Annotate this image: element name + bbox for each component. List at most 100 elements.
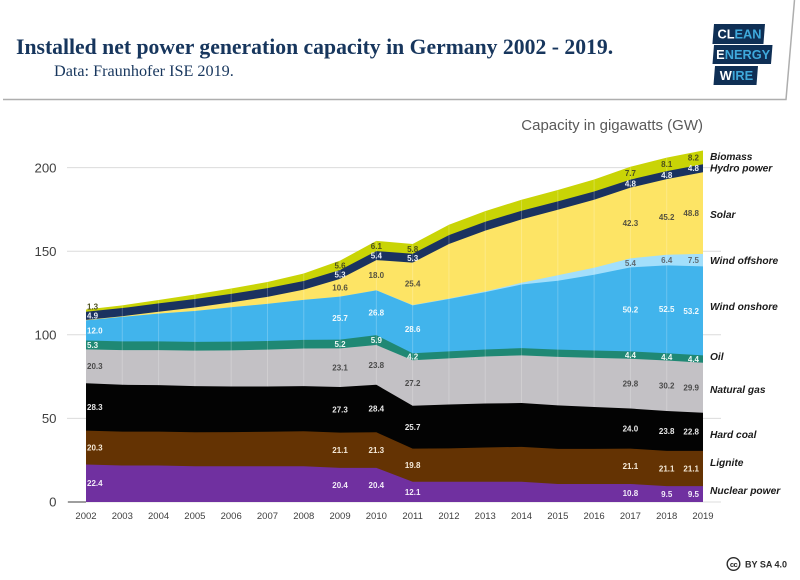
svg-text:21.1: 21.1: [623, 462, 639, 471]
svg-text:25.7: 25.7: [405, 423, 421, 432]
svg-text:25.4: 25.4: [405, 280, 421, 289]
svg-text:23.8: 23.8: [369, 361, 385, 370]
svg-text:Oil: Oil: [710, 352, 724, 363]
svg-text:21.1: 21.1: [659, 464, 675, 473]
svg-text:CLEAN: CLEAN: [717, 27, 761, 42]
svg-text:Nuclear power: Nuclear power: [710, 486, 781, 497]
svg-text:2010: 2010: [366, 511, 387, 522]
svg-text:30.2: 30.2: [659, 382, 675, 391]
svg-text:18.0: 18.0: [369, 271, 385, 280]
svg-text:5.4: 5.4: [371, 251, 383, 260]
svg-text:26.8: 26.8: [369, 309, 385, 318]
svg-text:2016: 2016: [584, 511, 605, 522]
svg-text:24.0: 24.0: [623, 425, 639, 434]
svg-text:0: 0: [49, 495, 56, 510]
svg-text:2009: 2009: [329, 511, 350, 522]
svg-text:25.7: 25.7: [332, 314, 348, 323]
svg-text:23.1: 23.1: [332, 364, 348, 373]
svg-text:2012: 2012: [438, 511, 459, 522]
svg-text:5.6: 5.6: [334, 261, 346, 270]
svg-text:7.5: 7.5: [688, 256, 700, 265]
svg-text:20.3: 20.3: [87, 443, 103, 452]
svg-text:4.4: 4.4: [661, 353, 673, 362]
svg-text:28.3: 28.3: [87, 403, 103, 412]
svg-text:20.3: 20.3: [87, 362, 103, 371]
svg-text:29.9: 29.9: [683, 384, 699, 393]
svg-text:19.8: 19.8: [405, 461, 421, 470]
svg-text:45.2: 45.2: [659, 213, 675, 222]
svg-text:20.4: 20.4: [369, 481, 385, 490]
svg-text:12.0: 12.0: [87, 326, 103, 335]
svg-text:5.4: 5.4: [625, 259, 637, 268]
svg-text:23.8: 23.8: [659, 427, 675, 436]
svg-text:200: 200: [34, 160, 56, 175]
svg-text:4.8: 4.8: [661, 171, 673, 180]
svg-text:21.1: 21.1: [332, 446, 348, 455]
svg-text:Installed net power generation: Installed net power generation capacity …: [16, 35, 613, 59]
svg-text:12.1: 12.1: [405, 488, 421, 497]
svg-text:2007: 2007: [257, 511, 278, 522]
svg-text:6.4: 6.4: [661, 256, 673, 265]
svg-text:5.3: 5.3: [334, 270, 346, 279]
svg-text:4.2: 4.2: [407, 353, 419, 362]
svg-text:ENERGY: ENERGY: [716, 47, 771, 62]
svg-text:5.8: 5.8: [407, 245, 419, 254]
svg-text:1.3: 1.3: [87, 303, 99, 312]
svg-text:22.8: 22.8: [683, 428, 699, 437]
svg-text:2015: 2015: [547, 511, 568, 522]
svg-text:9.5: 9.5: [688, 490, 700, 499]
svg-text:Hard coal: Hard coal: [710, 430, 757, 441]
svg-text:cc: cc: [730, 560, 738, 569]
svg-text:4.4: 4.4: [625, 351, 637, 360]
svg-text:8.2: 8.2: [688, 153, 700, 162]
svg-text:53.2: 53.2: [683, 307, 699, 316]
svg-text:50.2: 50.2: [623, 305, 639, 314]
svg-text:6.1: 6.1: [371, 242, 383, 251]
svg-text:20.4: 20.4: [332, 481, 348, 490]
svg-text:2008: 2008: [293, 511, 314, 522]
svg-text:2013: 2013: [475, 511, 496, 522]
svg-text:10.8: 10.8: [623, 489, 639, 498]
svg-text:5.3: 5.3: [87, 341, 99, 350]
svg-text:WIRE: WIRE: [720, 68, 754, 83]
svg-text:4.9: 4.9: [87, 312, 99, 321]
svg-text:27.3: 27.3: [332, 406, 348, 415]
svg-text:Data: Fraunhofer ISE 2019.: Data: Fraunhofer ISE 2019.: [54, 62, 234, 80]
svg-text:52.5: 52.5: [659, 305, 675, 314]
svg-text:4.8: 4.8: [688, 164, 700, 173]
svg-text:Lignite: Lignite: [710, 458, 744, 469]
svg-text:21.3: 21.3: [369, 446, 385, 455]
svg-text:42.3: 42.3: [623, 219, 639, 228]
svg-text:2019: 2019: [692, 511, 713, 522]
svg-text:2004: 2004: [148, 511, 169, 522]
svg-text:9.5: 9.5: [661, 490, 673, 499]
svg-text:2014: 2014: [511, 511, 532, 522]
svg-text:150: 150: [34, 244, 56, 259]
svg-text:27.2: 27.2: [405, 379, 421, 388]
svg-text:21.1: 21.1: [683, 464, 699, 473]
svg-text:2018: 2018: [656, 511, 677, 522]
svg-text:5.3: 5.3: [407, 254, 419, 263]
svg-text:8.1: 8.1: [661, 160, 673, 169]
svg-text:2003: 2003: [112, 511, 133, 522]
svg-text:Wind offshore: Wind offshore: [710, 256, 779, 267]
svg-text:48.8: 48.8: [683, 209, 699, 218]
svg-text:2005: 2005: [184, 511, 205, 522]
svg-text:Biomass: Biomass: [710, 152, 753, 163]
svg-text:7.7: 7.7: [625, 169, 637, 178]
svg-text:4.4: 4.4: [688, 355, 700, 364]
svg-text:2006: 2006: [221, 511, 242, 522]
svg-text:2011: 2011: [402, 511, 422, 522]
svg-text:100: 100: [34, 328, 56, 343]
svg-text:29.8: 29.8: [623, 380, 639, 389]
svg-text:Hydro power: Hydro power: [710, 163, 773, 174]
svg-text:Capacity in gigawatts (GW): Capacity in gigawatts (GW): [521, 117, 703, 134]
svg-text:50: 50: [42, 411, 57, 426]
svg-text:5.9: 5.9: [371, 336, 383, 345]
svg-text:22.4: 22.4: [87, 479, 103, 488]
svg-text:5.2: 5.2: [334, 340, 346, 349]
svg-text:28.6: 28.6: [405, 325, 421, 334]
svg-text:BY SA 4.0: BY SA 4.0: [745, 560, 787, 570]
svg-text:28.4: 28.4: [369, 404, 385, 413]
svg-text:4.8: 4.8: [625, 180, 637, 189]
